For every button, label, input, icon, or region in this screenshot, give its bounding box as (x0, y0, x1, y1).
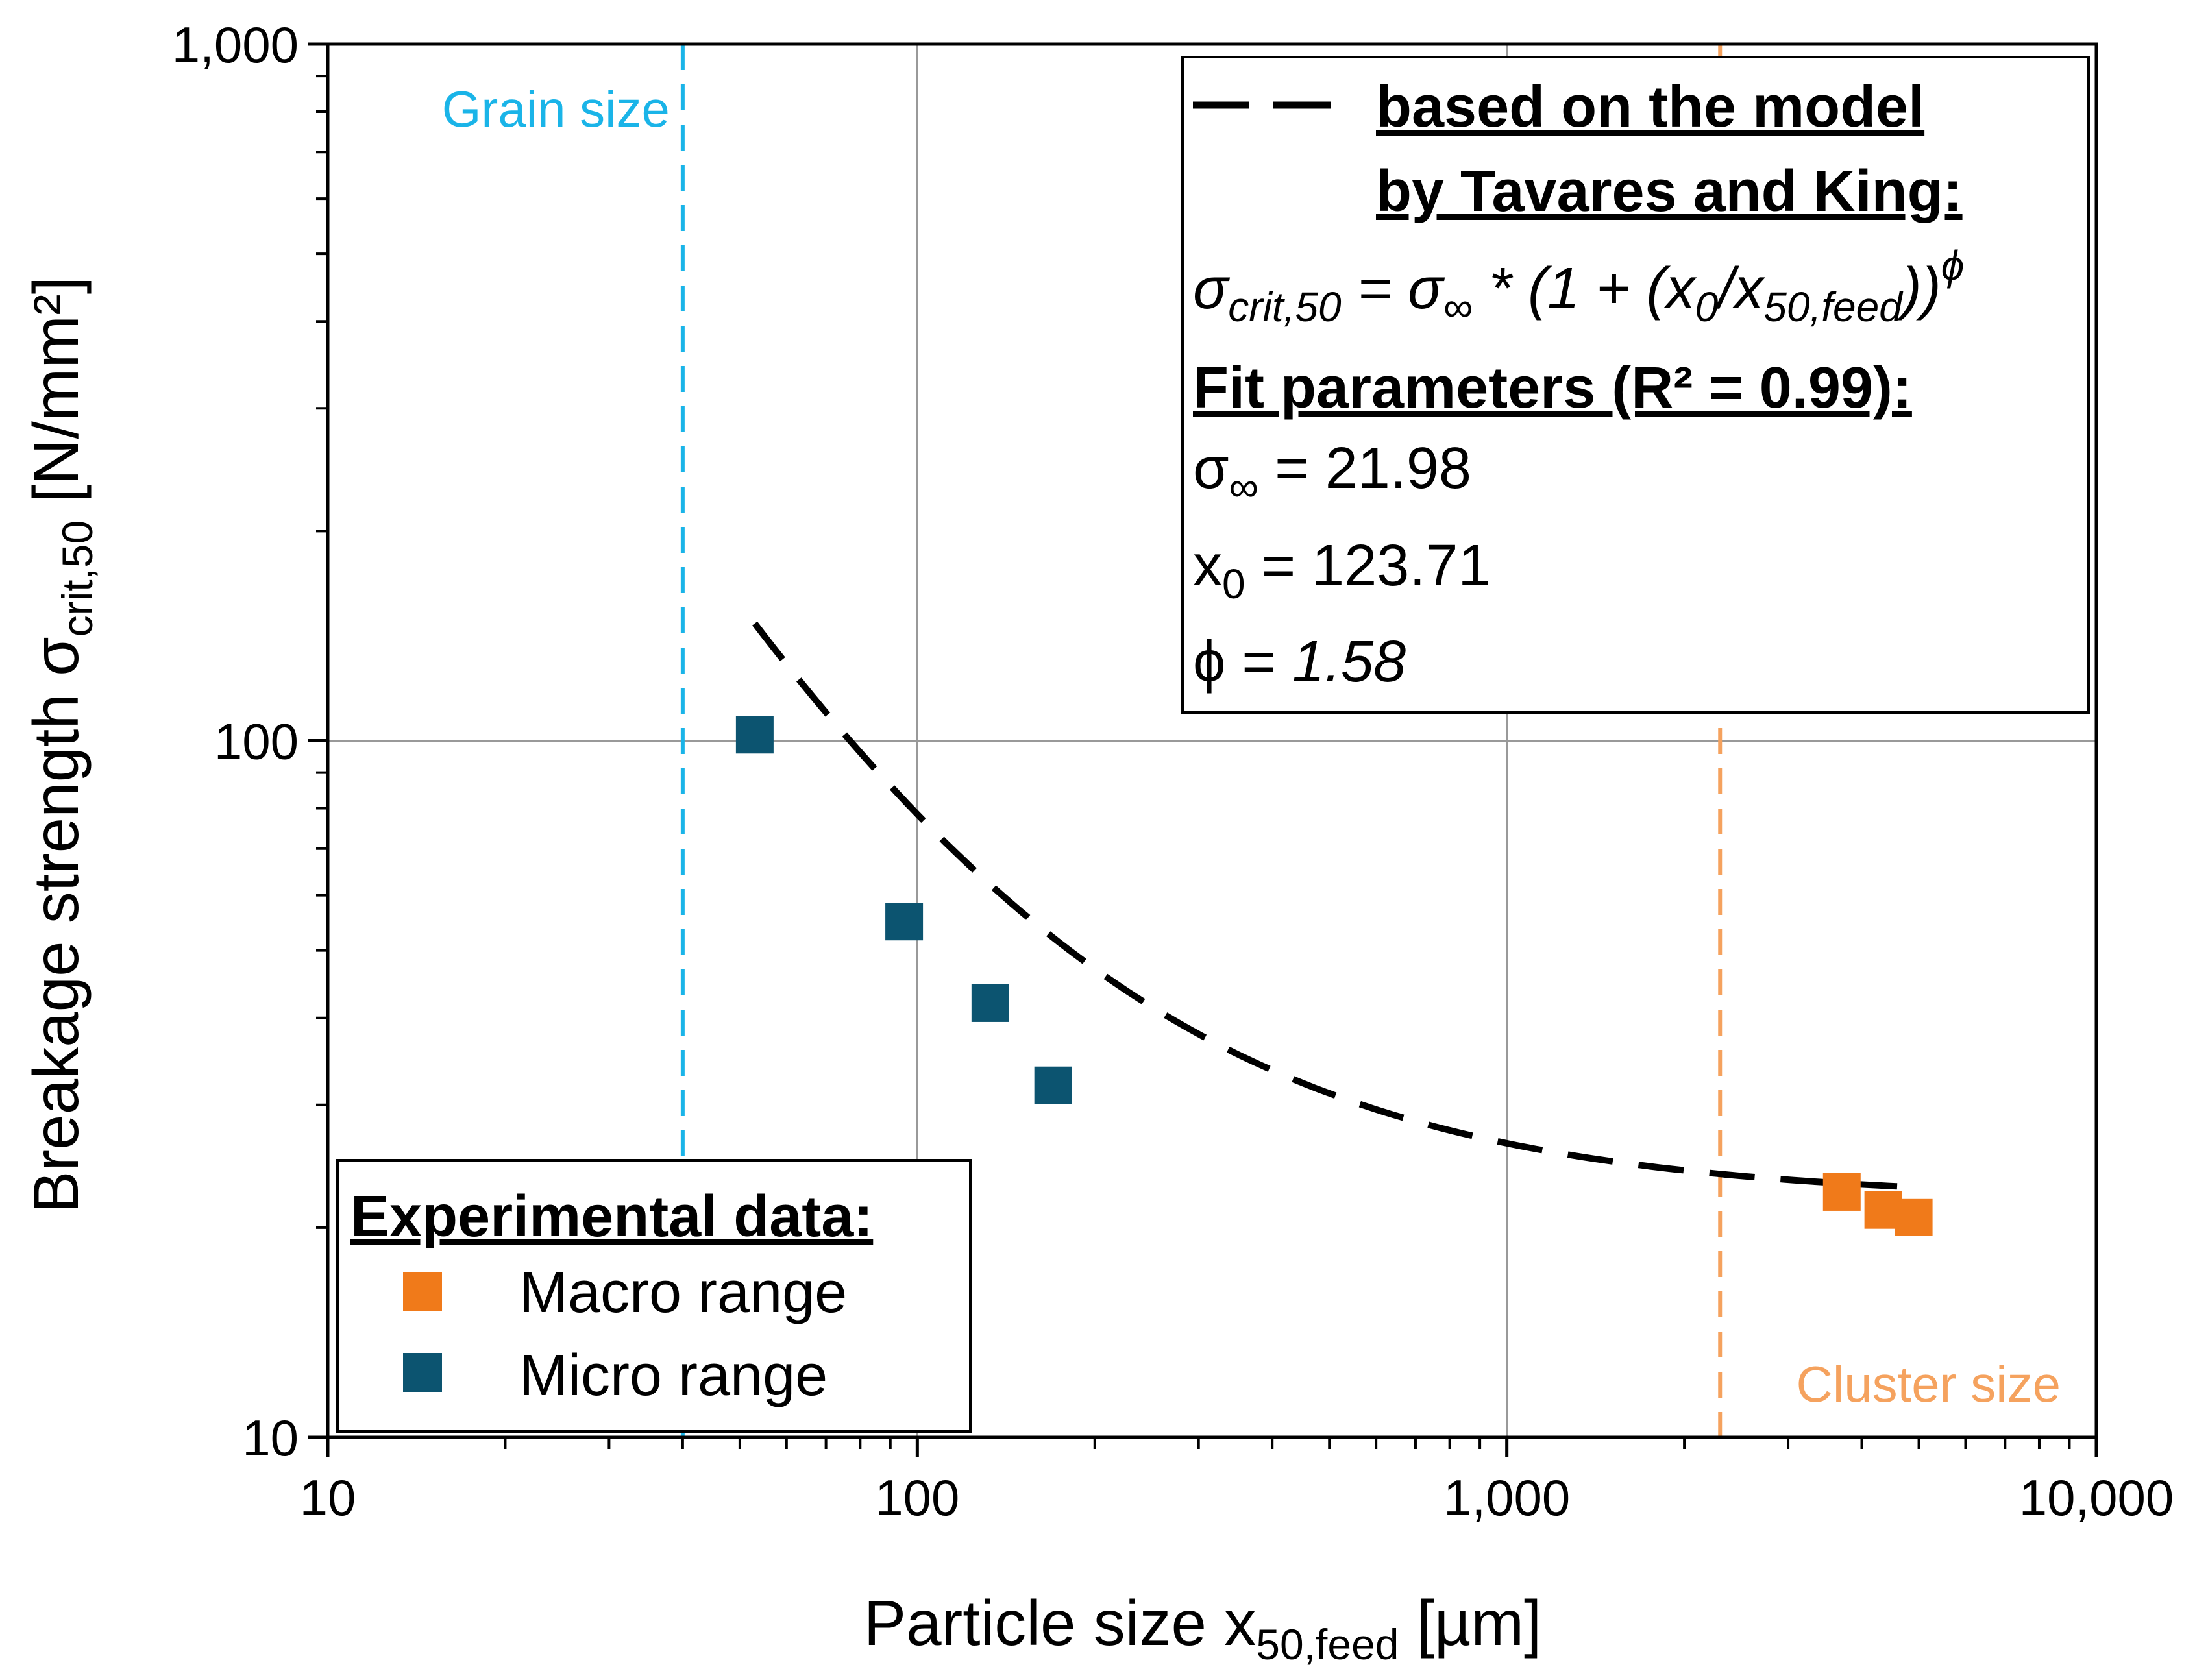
y-tick-label: 1,000 (172, 16, 299, 73)
x-tick-label: 100 (875, 1469, 959, 1526)
param-x0: x0 = 123.71 (1193, 533, 1490, 607)
model-title-line2: by Tavares and King: (1376, 159, 1963, 224)
x-axis-title-unit: [µm] (1399, 1587, 1541, 1659)
micro-data-point (1034, 1066, 1072, 1104)
major-ticks (308, 42, 2098, 1457)
y-axis-title-main: Breakage strength σ (20, 637, 92, 1213)
model-curve-layer (752, 621, 1898, 1190)
y-tick-label: 10 (242, 1409, 299, 1467)
data-points (735, 716, 1933, 1236)
model-box-frame (1181, 56, 2090, 714)
legend: Experimental data: Macro range Micro ran… (336, 1159, 972, 1433)
y-axis-title-sub: crit,50 (53, 520, 101, 637)
legend-label-macro: Macro range (519, 1260, 847, 1325)
legend-title: Experimental data: (350, 1184, 873, 1249)
x-tick-label: 1,000 (1443, 1469, 1570, 1526)
micro-data-point (735, 716, 774, 754)
fit-parameters-title: Fit parameters (R² = 0.99): (1193, 356, 1912, 420)
x-axis-title-main: Particle size x (864, 1587, 1257, 1659)
x-tick-label: 10 (300, 1469, 356, 1526)
model-curve (752, 621, 1898, 1190)
minor-ticks (316, 75, 2071, 1449)
reference-lines (680, 44, 1723, 1437)
y-tick-label: 100 (214, 713, 299, 770)
legend-label-micro: Micro range (519, 1343, 828, 1408)
y-axis-title: Breakage strength σcrit,50 [N/mm²] (20, 276, 101, 1213)
macro-data-point (1822, 1173, 1861, 1211)
micro-data-point (971, 984, 1009, 1022)
x-axis-title: Particle size x50,feed [µm] (864, 1587, 1542, 1668)
grain-size-label: Grain size (442, 80, 670, 138)
y-axis-title-unit: [N/mm²] (20, 276, 92, 520)
x-tick-label: 10,000 (2019, 1469, 2174, 1526)
tick-labels: 10 100 1,000 10,000 10 100 1,000 (172, 16, 2174, 1526)
legend-swatch-macro (403, 1272, 442, 1311)
x-axis-title-sub: 50,feed (1256, 1620, 1399, 1668)
model-title-line1: based on the model (1376, 75, 1924, 140)
param-sigma-inf: σ∞ = 21.98 (1193, 436, 1471, 510)
model-formula: σcrit,50 = σ∞ * (1 + (x0/x50,feed))ϕ (1193, 242, 1964, 330)
macro-data-point (1895, 1198, 1933, 1236)
param-phi: ϕ = 1.58 (1193, 629, 1406, 694)
cluster-size-label: Cluster size (1797, 1356, 2061, 1413)
micro-data-point (885, 903, 924, 941)
legend-swatch-micro (403, 1353, 442, 1392)
model-box: based on the model by Tavares and King: … (1181, 56, 2090, 714)
legend-frame (336, 1159, 972, 1433)
